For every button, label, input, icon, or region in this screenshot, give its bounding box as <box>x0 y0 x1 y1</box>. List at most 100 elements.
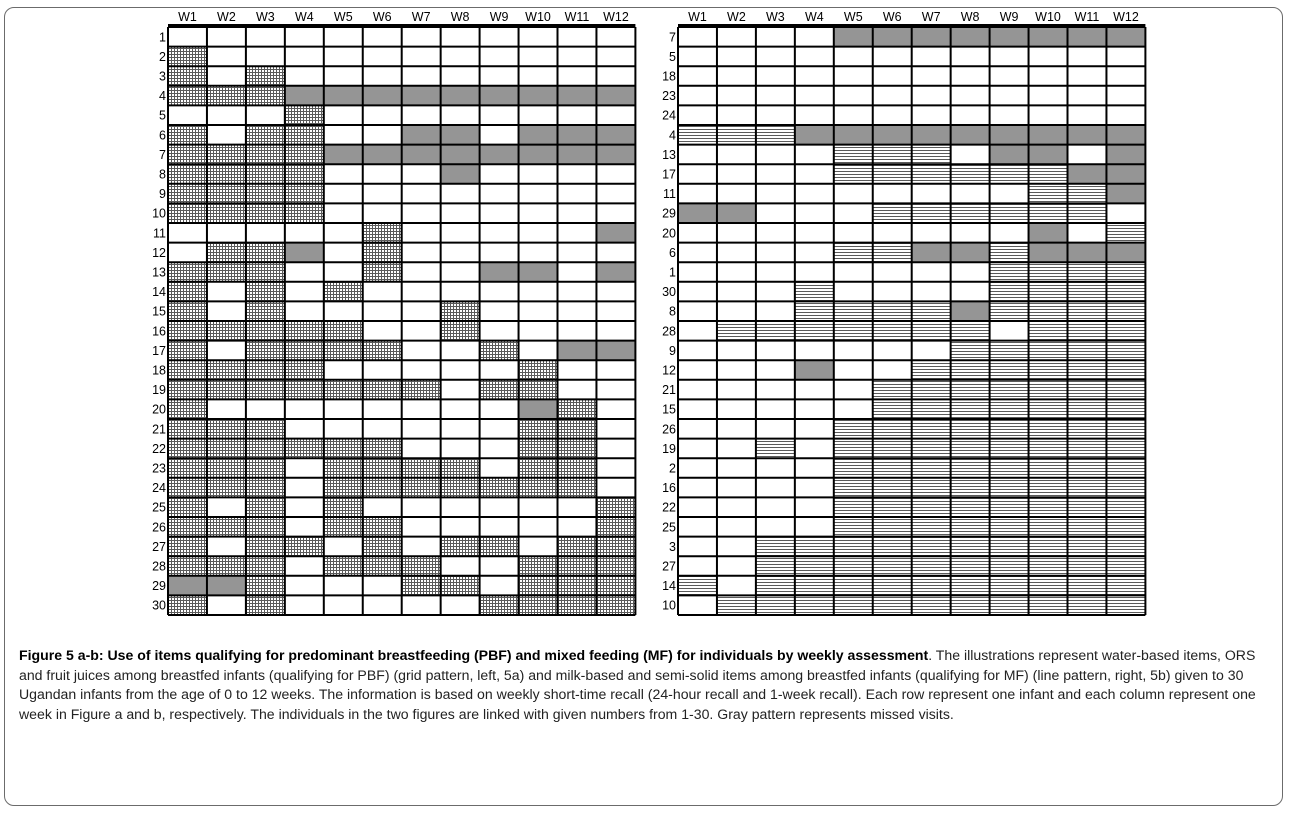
grid-cell <box>518 379 558 400</box>
grid-cell <box>716 399 756 419</box>
row-label: 22 <box>662 501 676 515</box>
grid-cell <box>323 66 363 86</box>
grid-cell <box>518 536 558 557</box>
grid-cell <box>1028 575 1068 596</box>
grid-cell <box>1067 360 1107 380</box>
grid-cell <box>323 458 363 478</box>
grid-cell <box>479 262 519 282</box>
grid-cell <box>323 223 363 243</box>
grid-cell <box>716 536 756 557</box>
grid-cell <box>755 379 795 400</box>
grid-cell <box>245 536 285 557</box>
grid-cell <box>989 556 1029 576</box>
grid-cell <box>989 438 1029 459</box>
grid-cell <box>872 262 912 282</box>
row-label: 28 <box>152 560 166 574</box>
grid-cell <box>596 105 636 125</box>
grid-cell <box>323 517 363 537</box>
grid-cell <box>872 125 912 145</box>
grid-cell <box>284 164 324 184</box>
grid-cell <box>440 517 480 537</box>
grid-cell <box>833 125 873 145</box>
grid-cell <box>440 458 480 478</box>
grid-cell <box>1028 536 1068 557</box>
grid-cell <box>206 536 246 557</box>
grid-cell <box>440 242 480 263</box>
figure-caption: Figure 5 a-b: Use of items qualifying fo… <box>19 646 1275 724</box>
grid-cell <box>323 438 363 459</box>
grid-cell <box>245 379 285 400</box>
grid-cell <box>1028 164 1068 184</box>
grid-cell <box>794 301 834 321</box>
grid-cell <box>168 144 207 165</box>
grid-cell <box>1067 575 1107 596</box>
grid-cell <box>911 105 951 125</box>
grid-cell <box>323 262 363 282</box>
grid-cell <box>678 536 717 557</box>
grid-cell <box>168 517 207 537</box>
grid-cell <box>518 321 558 341</box>
grid-cell <box>794 85 834 106</box>
grid-cell <box>911 399 951 419</box>
grid-cell <box>557 438 597 459</box>
row-label: 25 <box>152 501 166 515</box>
grid-cell <box>950 399 990 419</box>
grid-cell <box>911 595 951 615</box>
grid-cell <box>284 105 324 125</box>
grid-cell <box>440 183 480 204</box>
grid-cell <box>755 575 795 596</box>
grid-cell <box>1067 46 1107 67</box>
grid-cell <box>872 536 912 557</box>
grid-cell <box>323 85 363 106</box>
grid-cell <box>401 242 441 263</box>
grid-cell <box>872 360 912 380</box>
grid-cell <box>1028 27 1068 47</box>
grid-cell <box>168 242 207 263</box>
grid-cell <box>755 281 795 302</box>
week-header: W8 <box>451 10 470 24</box>
grid-cell <box>1028 203 1068 223</box>
grid-cell <box>716 458 756 478</box>
row-label: 7 <box>159 148 166 162</box>
grid-cell <box>168 497 207 517</box>
grid-cell <box>479 477 519 498</box>
grid-cell <box>440 125 480 145</box>
grid-cell <box>755 125 795 145</box>
grid-cell <box>479 458 519 478</box>
grid-cell <box>401 203 441 223</box>
row-label: 6 <box>669 246 676 260</box>
grid-cell <box>1106 27 1146 47</box>
grid-cell <box>440 164 480 184</box>
grid-cell <box>872 46 912 67</box>
row-label: 9 <box>669 344 676 358</box>
grid-cell <box>518 340 558 361</box>
grid-cell <box>245 517 285 537</box>
grid-cell <box>206 399 246 419</box>
grid-cell <box>168 203 207 223</box>
grid-cell <box>596 183 636 204</box>
grid-cell <box>1028 517 1068 537</box>
grid-cell <box>401 536 441 557</box>
grid-cell <box>479 575 519 596</box>
grid-cell <box>833 556 873 576</box>
grid-cell <box>755 595 795 615</box>
grid-cell <box>989 242 1029 263</box>
grid-cell <box>1106 399 1146 419</box>
grid-cell <box>168 536 207 557</box>
grid-cell <box>678 419 717 439</box>
row-label: 6 <box>159 128 166 142</box>
grid-cell <box>557 144 597 165</box>
grid-cell <box>755 164 795 184</box>
row-label: 30 <box>662 285 676 299</box>
week-header: W12 <box>603 10 629 24</box>
grid-cell <box>362 27 402 47</box>
grid-cell <box>1067 517 1107 537</box>
row-label: 14 <box>152 285 166 299</box>
grid-cell <box>678 575 717 596</box>
grid-cell <box>755 301 795 321</box>
grid-cell <box>989 458 1029 478</box>
grid-cell <box>479 85 519 106</box>
grid-cell <box>596 517 636 537</box>
grid-cell <box>479 536 519 557</box>
grid-cell <box>1028 301 1068 321</box>
